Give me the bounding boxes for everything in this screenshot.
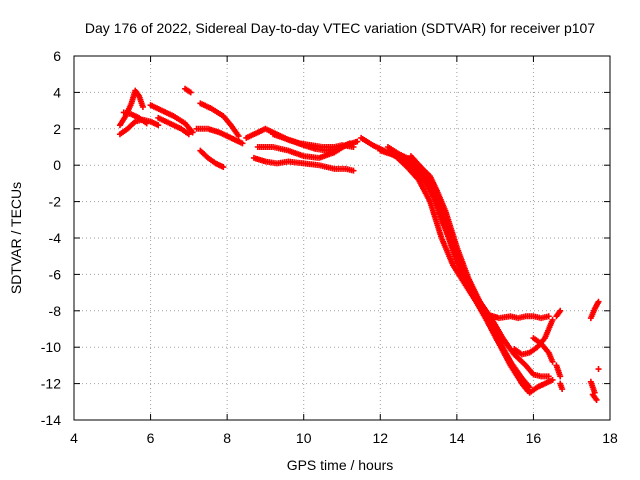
- data-point-track-8: [239, 140, 246, 147]
- data-point-track-17: [549, 376, 556, 383]
- y-tick-label: -6: [49, 266, 62, 282]
- x-tick-label: 4: [70, 430, 78, 446]
- y-tick-label: -14: [41, 412, 61, 428]
- y-tick-label: 6: [53, 48, 61, 64]
- data-point-track-11: [354, 138, 361, 145]
- x-tick-label: 14: [449, 430, 465, 446]
- y-tick-label: 0: [53, 157, 61, 173]
- data-point-track-27: [595, 366, 602, 373]
- data-point-track-4: [189, 129, 196, 136]
- y-tick-label: 2: [53, 121, 61, 137]
- y-tick-label: -10: [41, 339, 61, 355]
- data-points-layer: [116, 85, 602, 403]
- data-point-track-1: [139, 103, 146, 110]
- x-tick-label: 18: [602, 430, 618, 446]
- x-tick-label: 12: [372, 430, 388, 446]
- data-point-track-19: [549, 316, 556, 323]
- data-point-track-23: [559, 386, 566, 393]
- x-tick-label: 10: [296, 430, 312, 446]
- y-tick-label: 4: [53, 84, 61, 100]
- data-point-track-7: [235, 133, 242, 140]
- y-axis-label: SDTVAR / TECUs: [8, 182, 24, 294]
- data-point-track-22: [557, 373, 564, 380]
- x-tick-label: 8: [223, 430, 231, 446]
- data-point-track-9: [220, 164, 227, 171]
- data-point-track-18: [545, 313, 552, 320]
- y-tick-label: -8: [49, 303, 62, 319]
- grid-layer: [74, 56, 610, 420]
- data-point-track-26: [593, 396, 600, 403]
- tick-labels-layer: 4 6 8 10 12 14 16 18 -14 -12 -10 -8 -6 -4 -2 0 2 4 6: [41, 48, 618, 446]
- data-point-track-20: [549, 358, 556, 365]
- data-point-track-13: [350, 167, 357, 174]
- y-tick-label: -12: [41, 376, 61, 392]
- x-axis-label: GPS time / hours: [287, 457, 394, 473]
- ticks-layer: [73, 55, 611, 421]
- data-point-track-24: [595, 298, 602, 305]
- data-point-track-12: [346, 140, 353, 147]
- x-tick-label: 16: [526, 430, 542, 446]
- y-tick-label: -2: [49, 194, 62, 210]
- chart-title: Day 176 of 2022, Sidereal Day-to-day VTE…: [85, 20, 595, 36]
- data-point-track-2: [155, 122, 162, 129]
- data-point-track-6: [187, 89, 194, 96]
- x-tick-label: 6: [147, 430, 155, 446]
- data-point-track-21: [557, 307, 564, 314]
- data-point-track-3: [143, 120, 150, 127]
- data-point-track-5: [185, 131, 192, 138]
- y-tick-label: -4: [49, 230, 62, 246]
- data-point-track-15: [545, 373, 552, 380]
